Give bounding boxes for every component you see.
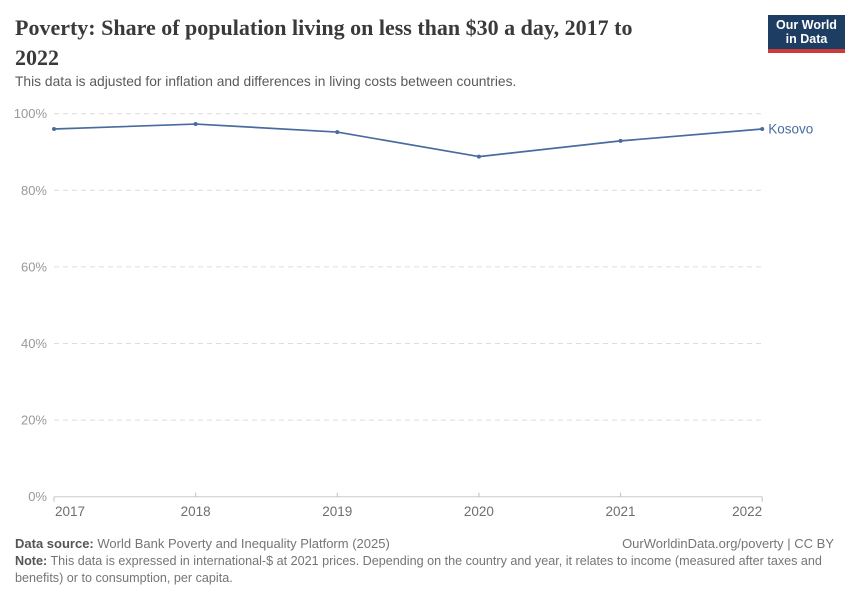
page-title-line2: 2022	[15, 45, 59, 70]
y-tick-label: 80%	[21, 183, 47, 198]
x-tick-label: 2018	[181, 504, 211, 519]
data-point	[193, 122, 198, 127]
y-tick-label: 60%	[21, 259, 47, 274]
note: Note: This data is expressed in internat…	[15, 553, 840, 586]
x-tick-label: 2019	[322, 504, 352, 519]
y-tick-label: 40%	[21, 336, 47, 351]
x-tick-label: 2020	[464, 504, 494, 519]
owid-logo-box: Our World in Data	[768, 15, 845, 53]
entity-label: Kosovo	[768, 122, 813, 137]
data-point	[335, 130, 340, 135]
data-point	[760, 127, 765, 132]
data-point	[476, 154, 481, 159]
attribution-link[interactable]: OurWorldinData.org/poverty | CC BY	[622, 536, 834, 551]
x-tick-label: 2021	[606, 504, 636, 519]
data-point	[52, 127, 56, 132]
x-tick-label: 2017	[55, 504, 85, 519]
y-tick-label: 0%	[28, 489, 47, 504]
note-value: This data is expressed in international-…	[15, 554, 822, 585]
page-title: Poverty: Share of population living on l…	[15, 13, 705, 73]
data-point	[618, 138, 623, 143]
y-tick-label: 20%	[21, 413, 47, 428]
owid-logo-line2: in Data	[785, 32, 828, 46]
data-source-value: World Bank Poverty and Inequality Platfo…	[97, 536, 390, 551]
y-tick-label: 100%	[14, 106, 48, 121]
data-source: Data source: World Bank Poverty and Ineq…	[15, 536, 390, 551]
owid-logo-line1: Our World	[776, 18, 837, 32]
owid-logo[interactable]: Our World in Data	[768, 15, 845, 53]
page-title-line1: Poverty: Share of population living on l…	[15, 15, 633, 40]
note-label: Note:	[15, 554, 48, 568]
x-tick-label: 2022	[732, 504, 762, 519]
data-source-label: Data source:	[15, 536, 94, 551]
chart-subtitle: This data is adjusted for inflation and …	[15, 74, 517, 89]
series-line	[53, 123, 763, 158]
